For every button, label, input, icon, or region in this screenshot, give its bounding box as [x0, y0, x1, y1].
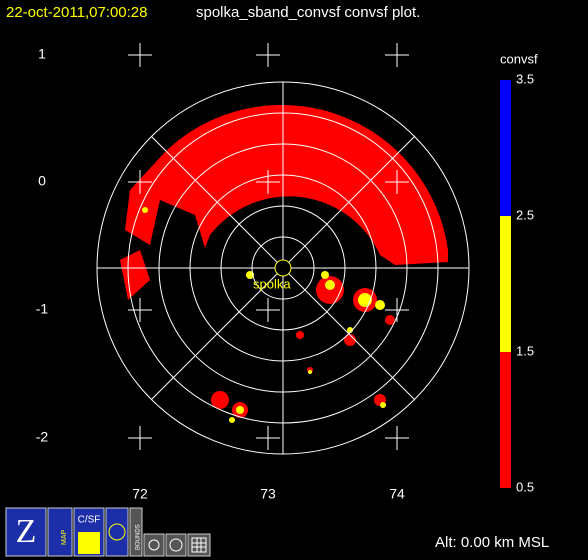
colorbar: 3.5 2.5 1.5 0.5 [500, 71, 534, 494]
bounds-label: BOUNDS [136, 524, 142, 550]
map-label: MAP [61, 530, 68, 546]
target-icon [169, 538, 183, 552]
x-label: 72 [132, 486, 148, 502]
x-label: 74 [389, 486, 405, 502]
y-label: 1 [38, 46, 46, 62]
x-label: 73 [260, 486, 276, 502]
status-altitude: Alt: 0.00 km MSL [435, 534, 549, 551]
radar-icon [108, 523, 126, 541]
x-labels: 72 73 74 [132, 486, 405, 502]
title: spolka_sband_convsf convsf plot. [196, 4, 420, 21]
grid-crosses [128, 43, 409, 450]
zebra-icon: Z [16, 513, 37, 550]
echo-region [120, 250, 150, 300]
site-label: spolka [253, 276, 291, 291]
ring-icon [148, 539, 160, 551]
radar-echo [120, 104, 448, 423]
colorbar-title: convsf [500, 51, 538, 66]
colorbar-label: 2.5 [516, 207, 534, 222]
y-label: 0 [38, 173, 46, 189]
spoke [151, 273, 278, 400]
y-label: -2 [36, 429, 49, 445]
csf-icon [78, 532, 100, 554]
radar-button[interactable] [105, 507, 129, 557]
ring-button[interactable] [143, 533, 165, 557]
echo-region [125, 104, 448, 265]
target-button[interactable] [165, 533, 187, 557]
range-rings [96, 81, 470, 455]
grid-icon [191, 537, 207, 553]
spoke [288, 273, 415, 400]
csf-label: C/SF [78, 515, 101, 526]
convective-cells [142, 207, 386, 423]
title-time: 22-oct-2011,07:00:28 [6, 4, 148, 21]
colorbar-segment [500, 216, 511, 352]
grid-button[interactable] [187, 533, 211, 557]
colorbar-label: 1.5 [516, 343, 534, 358]
colorbar-segment [500, 80, 511, 216]
toolbar: Z MAP C/SF BOUNDS [5, 507, 211, 557]
bounds-button[interactable] [129, 507, 143, 557]
spoke [151, 136, 278, 263]
colorbar-label: 3.5 [516, 71, 534, 86]
colorbar-label: 0.5 [516, 479, 534, 494]
spoke [288, 136, 415, 263]
zebra-button[interactable] [5, 507, 47, 557]
y-label: -1 [36, 301, 49, 317]
y-labels: 1 0 -1 -2 [36, 46, 49, 445]
colorbar-segment [500, 352, 511, 488]
map-button[interactable] [47, 507, 73, 557]
